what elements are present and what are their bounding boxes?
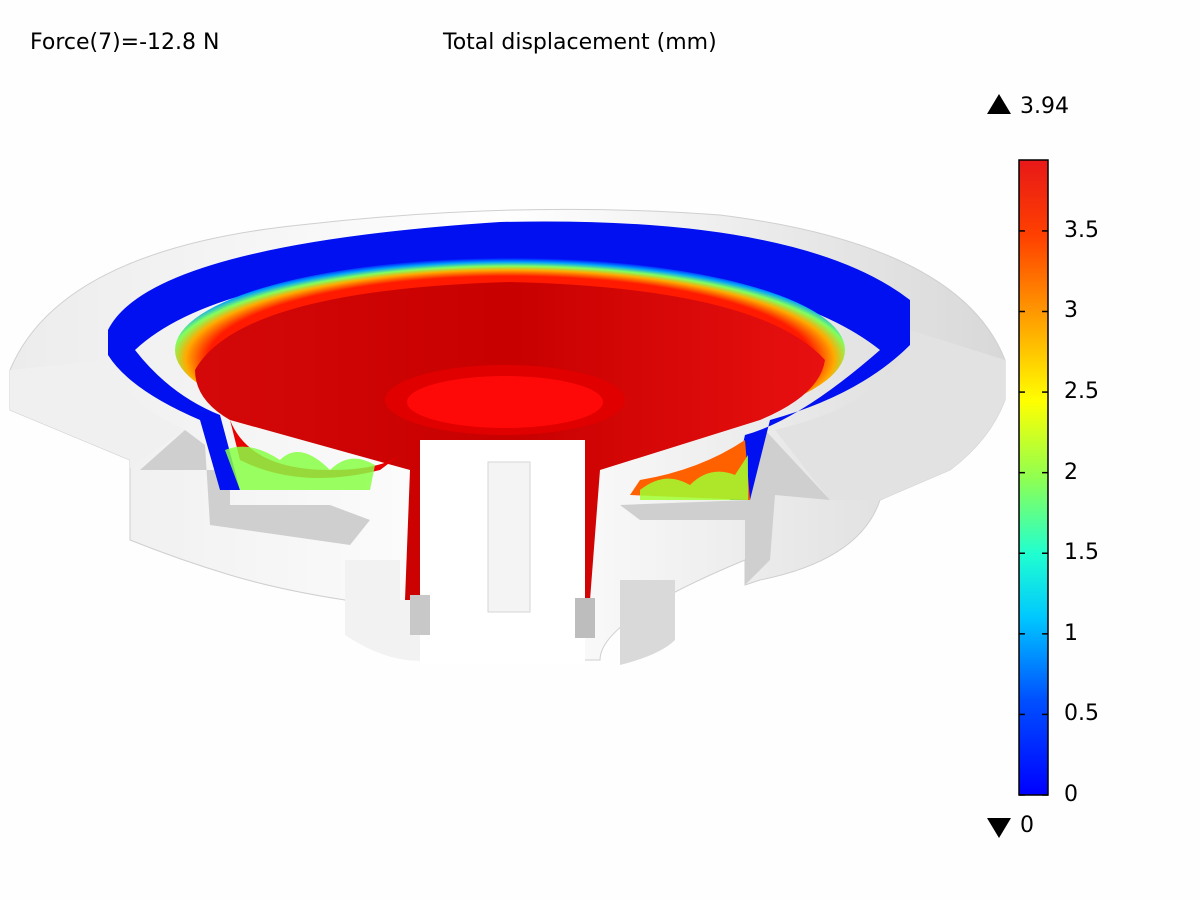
colorbar-tick-label: 1.5 xyxy=(1064,540,1099,566)
colorbar-tick-label: 0.5 xyxy=(1064,701,1099,727)
colorbar-tick-label: 2 xyxy=(1064,459,1078,485)
max-indicator-icon xyxy=(987,94,1011,114)
colorbar-tick-label: 2.5 xyxy=(1064,379,1099,405)
colorbar-tick-label: 1 xyxy=(1064,620,1078,646)
corrugation-right xyxy=(640,455,748,500)
colorbar-tick-label: 0 xyxy=(1064,782,1078,807)
min-indicator-icon xyxy=(987,818,1011,838)
legend-min-value: 0 xyxy=(1020,813,1034,838)
colorbar-ticks xyxy=(1019,230,1048,796)
legend-max-value: 3.94 xyxy=(1020,94,1069,119)
plot-title: Total displacement (mm) xyxy=(443,30,717,55)
force-label: Force(7)=-12.8 N xyxy=(30,30,220,55)
corrugation-left xyxy=(225,446,375,490)
colorbar xyxy=(1018,159,1049,796)
colorbar-tick-label: 3 xyxy=(1064,298,1078,324)
colorbar-tick-label: 3.5 xyxy=(1064,217,1099,243)
pole-piece xyxy=(410,440,595,665)
